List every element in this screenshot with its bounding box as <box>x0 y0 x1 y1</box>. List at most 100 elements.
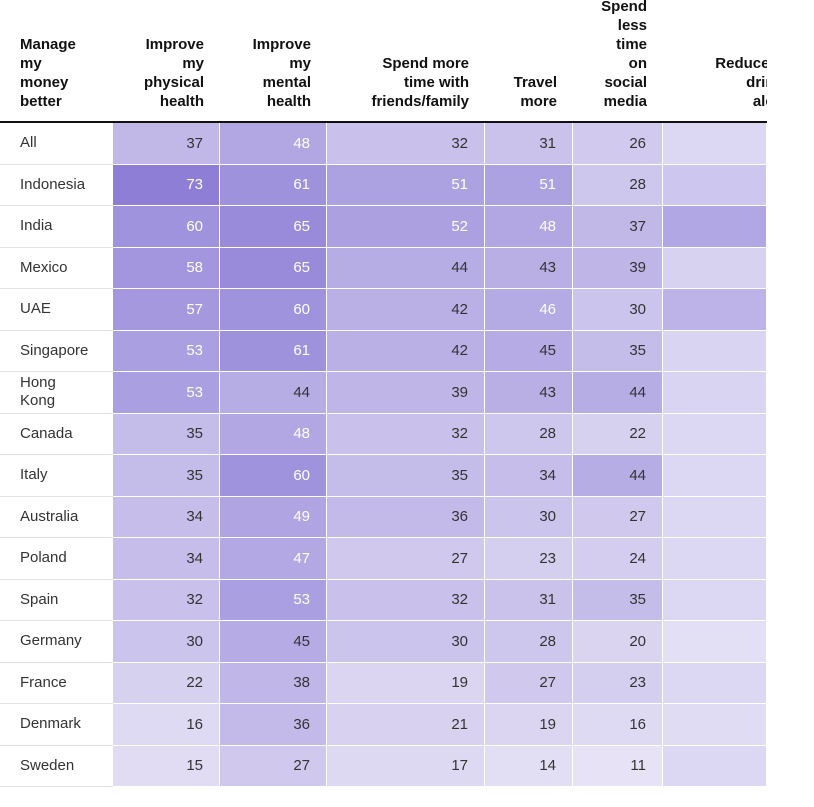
cell: 61 <box>220 164 327 206</box>
cell: 42 <box>327 330 485 372</box>
row-label: Mexico <box>0 248 113 289</box>
cell: 32 <box>113 579 220 621</box>
cell: 42 <box>327 289 485 331</box>
cell: 57 <box>113 289 220 331</box>
cell: 53 <box>220 579 327 621</box>
clipped-cell <box>663 662 767 704</box>
cell: 48 <box>220 413 327 455</box>
row-label: Poland <box>0 538 113 580</box>
cell: 73 <box>113 164 220 206</box>
header-rule <box>0 121 767 123</box>
header-line: Improve <box>145 36 204 53</box>
cell: 17 <box>327 745 485 787</box>
cell: 32 <box>327 579 485 621</box>
cell: 61 <box>220 330 327 372</box>
header-line: time <box>616 36 647 53</box>
cell: 28 <box>485 621 573 663</box>
cell: 60 <box>113 206 220 248</box>
row-label: Indonesia <box>0 165 113 206</box>
cell: 11 <box>573 745 663 787</box>
cell: 37 <box>573 206 663 248</box>
cell: 60 <box>220 289 327 331</box>
header-line: drinki <box>746 74 787 91</box>
cell: 22 <box>573 413 663 455</box>
cell: 19 <box>327 662 485 704</box>
header-line: Spend <box>601 0 647 15</box>
header: Spend less time on social media <box>573 0 647 122</box>
cell: 51 <box>485 164 573 206</box>
cell: 23 <box>485 538 573 580</box>
header: Improve my mental health <box>220 0 311 122</box>
cell: 45 <box>485 330 573 372</box>
header-line: Spend more <box>382 55 469 72</box>
cell: 32 <box>327 123 485 165</box>
clipped-cell <box>663 579 767 621</box>
cell: 16 <box>113 704 220 746</box>
header-line: physical <box>143 74 204 91</box>
cell: 51 <box>327 164 485 206</box>
header-line: my <box>182 55 204 72</box>
row-label: Spain <box>0 580 113 621</box>
row-label: Germany <box>0 621 113 663</box>
header: Improve my physical health <box>113 0 204 122</box>
cell: 53 <box>113 330 220 372</box>
header-line: health <box>266 93 311 110</box>
cell: 44 <box>573 455 663 497</box>
cell: 31 <box>485 579 573 621</box>
cell: 38 <box>220 662 327 704</box>
cell: 48 <box>220 123 327 165</box>
clipped-cell <box>663 621 767 663</box>
row-label: All <box>0 123 113 165</box>
cell: 16 <box>573 704 663 746</box>
cell: 28 <box>573 164 663 206</box>
cell: 23 <box>573 662 663 704</box>
row-label: Denmark <box>0 704 113 746</box>
cell: 52 <box>327 206 485 248</box>
clipped-cell <box>663 289 767 331</box>
cell: 49 <box>220 496 327 538</box>
cell: 36 <box>220 704 327 746</box>
cell: 34 <box>113 496 220 538</box>
cell: 32 <box>327 413 485 455</box>
cell: 39 <box>573 247 663 289</box>
header-line: on <box>628 55 647 72</box>
cell: 35 <box>327 455 485 497</box>
cell: 44 <box>573 372 663 414</box>
clipped-cell <box>663 206 767 248</box>
header-line: Manage <box>20 36 76 53</box>
row-label: Italy <box>0 455 113 497</box>
row-label: Singapore <box>0 331 113 372</box>
cell: 28 <box>485 413 573 455</box>
header-line: alcol <box>752 93 787 110</box>
header-line: media <box>603 93 647 110</box>
cell: 43 <box>485 247 573 289</box>
header: Reduce/st drinki alcol <box>663 0 787 122</box>
cell: 30 <box>485 496 573 538</box>
cell: 35 <box>113 413 220 455</box>
cell: 27 <box>573 496 663 538</box>
header: Spend more time with friends/family <box>327 0 469 122</box>
cell: 35 <box>573 330 663 372</box>
cell: 60 <box>220 455 327 497</box>
clipped-cell <box>663 538 767 580</box>
header-line: mental <box>262 74 311 91</box>
cell: 37 <box>113 123 220 165</box>
cell: 43 <box>485 372 573 414</box>
row-label: India <box>0 206 113 248</box>
cell: 26 <box>573 123 663 165</box>
row-label: UAE <box>0 289 113 331</box>
cell: 30 <box>327 621 485 663</box>
clipped-cell <box>663 496 767 538</box>
clipped-cell <box>663 164 767 206</box>
header-line: friends/family <box>371 93 469 110</box>
cell: 65 <box>220 206 327 248</box>
row-label: Hong Kong <box>0 372 113 414</box>
row-label: Canada <box>0 414 113 455</box>
cell: 45 <box>220 621 327 663</box>
clipped-cell <box>663 372 767 414</box>
clipped-cell <box>663 704 767 746</box>
cell: 36 <box>327 496 485 538</box>
cell: 20 <box>573 621 663 663</box>
clipped-cell <box>663 745 767 787</box>
